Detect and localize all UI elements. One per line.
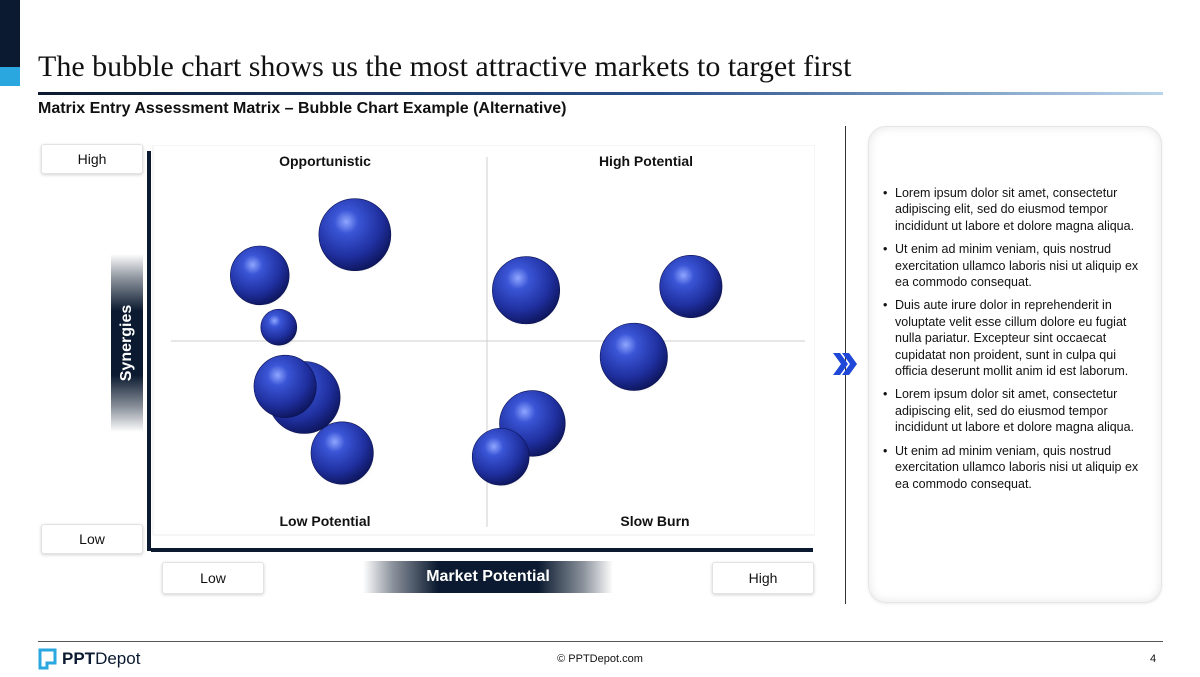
x-axis-low-label: Low	[162, 562, 264, 594]
bullet-item: Duis aute irure dolor in reprehenderit i…	[881, 297, 1147, 379]
logo-wordmark: PPTDepot	[62, 649, 141, 668]
y-axis-low-label: Low	[41, 524, 143, 554]
y-axis-high-label: High	[41, 144, 143, 174]
bullet-list: Lorem ipsum dolor sit amet, consectetur …	[881, 185, 1147, 492]
bullet-item: Ut enim ad minim veniam, quis nostrud ex…	[881, 241, 1147, 290]
logo-icon	[38, 648, 57, 670]
bubble-11	[471, 427, 530, 486]
title-rule	[38, 92, 1163, 95]
quadrant-label-low-potential: Low Potential	[280, 513, 371, 529]
bubble-5	[253, 354, 317, 418]
x-axis-line	[151, 548, 813, 552]
page-number: 4	[1150, 653, 1157, 665]
bubble-6	[310, 421, 374, 485]
bubble-2	[230, 245, 290, 306]
accent-bar-light	[0, 67, 20, 86]
bubble-8	[659, 255, 723, 318]
copyright-text: © PPTDepot.com	[557, 653, 643, 665]
footer-rule	[38, 641, 1163, 642]
bullet-item: Lorem ipsum dolor sit amet, consectetur …	[881, 386, 1147, 435]
accent-bar-dark	[0, 0, 20, 67]
slide-title: The bubble chart shows us the most attra…	[38, 50, 852, 83]
y-axis-title: Synergies	[118, 304, 136, 382]
bubble-3	[260, 308, 298, 346]
x-axis-title-bar: Market Potential	[363, 561, 613, 593]
bullet-item: Ut enim ad minim veniam, quis nostrud ex…	[881, 443, 1147, 492]
bubble-7	[492, 256, 561, 325]
double-chevron-right-icon	[833, 353, 857, 375]
bullet-item: Lorem ipsum dolor sit amet, consectetur …	[881, 185, 1147, 234]
text-panel: Lorem ipsum dolor sit amet, consectetur …	[868, 126, 1162, 603]
x-axis-high-label: High	[712, 562, 814, 594]
y-axis-title-bar: Synergies	[111, 254, 143, 432]
bubble-9	[599, 322, 668, 391]
bubble-series	[230, 198, 725, 489]
bubble-1	[318, 198, 392, 271]
x-axis-title: Market Potential	[426, 568, 550, 585]
y-axis-line	[147, 151, 151, 551]
quadrant-label-slow-burn: Slow Burn	[620, 513, 689, 529]
bubble-chart: Opportunistic High Potential Low Potenti…	[147, 145, 815, 552]
quadrant-label-opportunistic: Opportunistic	[279, 153, 371, 169]
quadrant-label-high-potential: High Potential	[599, 153, 693, 169]
pptdepot-logo: PPTDepot	[38, 648, 140, 670]
slide-subtitle: Matrix Entry Assessment Matrix – Bubble …	[38, 100, 567, 117]
